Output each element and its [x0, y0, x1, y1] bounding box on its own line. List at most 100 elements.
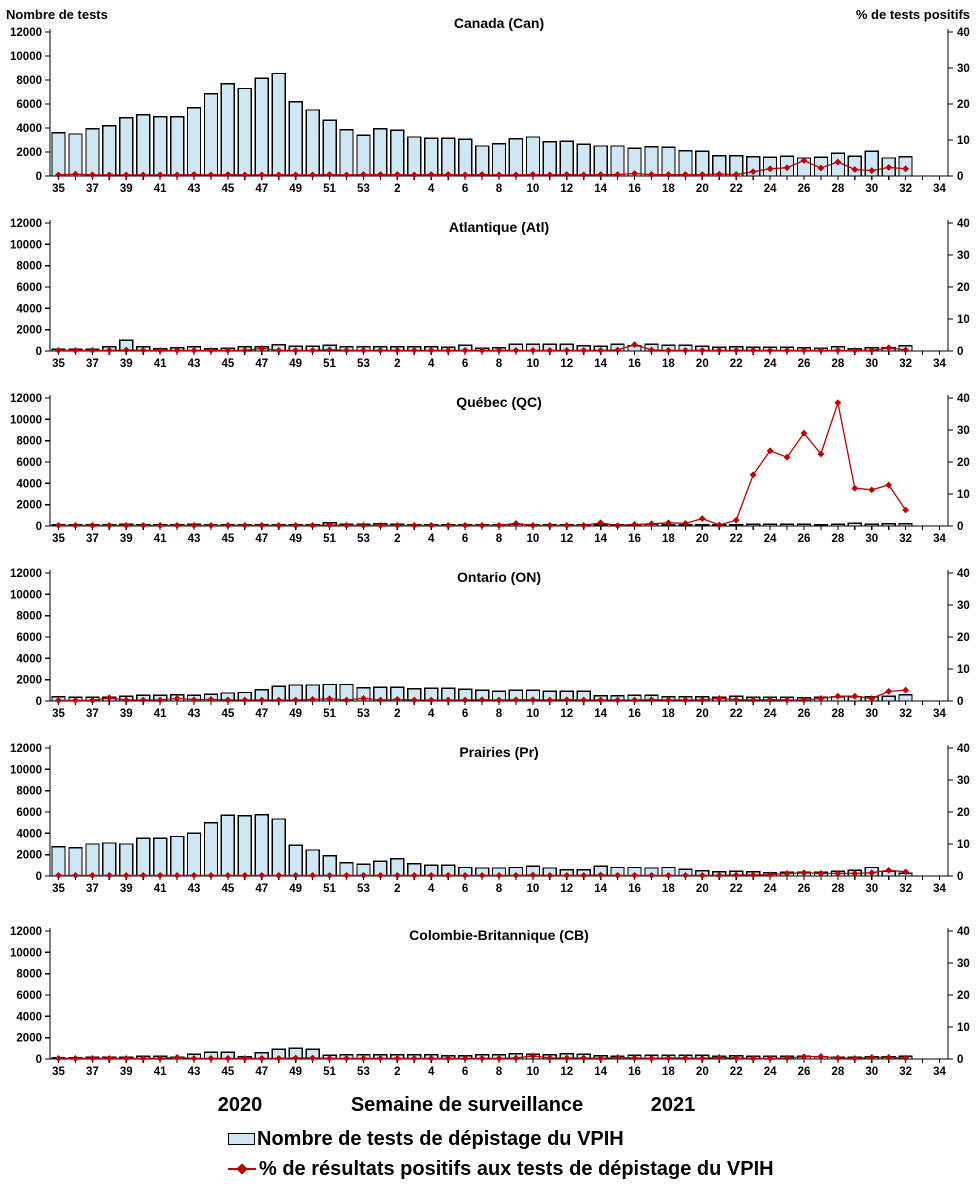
point-marker	[122, 1054, 130, 1062]
x-tick-label: 35	[52, 358, 65, 370]
point-marker	[122, 521, 130, 529]
point-marker	[88, 696, 96, 704]
x-tick-label: 24	[764, 358, 777, 370]
x-tick-label: 30	[865, 533, 878, 545]
point-marker	[55, 696, 62, 704]
point-marker	[292, 171, 300, 179]
point-marker	[749, 471, 757, 479]
bar-swatch-icon	[228, 1133, 255, 1145]
x-tick-label: 45	[222, 1066, 235, 1078]
x-tick-label: 14	[594, 708, 607, 720]
point-marker	[800, 429, 808, 437]
point-marker	[681, 346, 689, 354]
point-marker	[495, 171, 503, 179]
left-tick-label: 4000	[16, 478, 42, 490]
point-marker	[72, 346, 79, 354]
point-marker	[834, 692, 842, 700]
bar	[136, 114, 151, 177]
pct-positive-line	[55, 157, 910, 179]
x-tick-label: 2	[394, 533, 400, 545]
chart-svg: 0 2000 4000 6000 8000 10000 12000 0 10 20 30 40 35 37…	[10, 218, 970, 370]
point-marker	[241, 171, 249, 179]
bar	[542, 141, 557, 177]
point-marker	[698, 171, 706, 178]
point-marker	[783, 870, 791, 877]
bar	[169, 115, 185, 177]
x-tick-label: 14	[594, 533, 607, 545]
point-marker	[715, 695, 723, 702]
x-tick-label: 6	[462, 708, 468, 720]
point-marker	[309, 521, 317, 529]
point-marker	[800, 1053, 808, 1061]
point-marker	[173, 346, 181, 354]
point-marker	[326, 871, 333, 879]
x-tick-label: 47	[255, 883, 268, 895]
point-marker	[546, 346, 554, 354]
point-marker	[665, 696, 672, 704]
point-marker	[885, 866, 893, 874]
point-marker	[648, 520, 655, 528]
x-axis-year-2020: 2020	[217, 1094, 263, 1116]
x-tick-label: 2	[394, 1066, 400, 1078]
left-tick-label: 0	[36, 346, 42, 358]
point-marker	[360, 346, 367, 354]
point-marker	[902, 165, 910, 173]
point-marker	[122, 696, 130, 704]
point-marker	[207, 521, 215, 529]
point-marker	[563, 521, 571, 529]
x-tick-label: 45	[222, 883, 235, 895]
point-marker	[410, 521, 418, 529]
point-marker	[783, 696, 791, 704]
left-tick-label: 2000	[16, 850, 42, 862]
point-marker	[529, 346, 537, 354]
point-marker	[512, 520, 520, 527]
point-marker	[665, 346, 672, 354]
panel-title: Ontario (ON)	[457, 569, 541, 585]
right-tick-label: 40	[957, 393, 970, 405]
right-tick-label: 0	[957, 171, 963, 183]
x-tick-label: 43	[188, 708, 201, 720]
x-tick-label: 51	[323, 1066, 336, 1078]
point-marker	[173, 171, 181, 179]
x-tick-label: 28	[831, 358, 844, 370]
x-tick-label: 34	[933, 183, 946, 195]
x-tick-label: 51	[323, 183, 336, 195]
x-tick-label: 18	[662, 1066, 675, 1078]
point-marker	[546, 871, 554, 879]
bar	[288, 100, 303, 177]
x-tick-label: 34	[933, 708, 946, 720]
point-marker	[563, 171, 571, 178]
x-tick-label: 10	[526, 883, 539, 895]
bar	[169, 835, 185, 877]
point-marker	[597, 871, 605, 879]
x-tick-label: 30	[865, 183, 878, 195]
x-tick-label: 45	[222, 533, 235, 545]
point-marker	[851, 346, 859, 354]
x-tick-label: 30	[865, 1066, 878, 1078]
point-marker	[732, 171, 740, 178]
line-path	[58, 400, 907, 527]
axis-tick-labels: 0 2000 4000 6000 8000 10000 12000 0 10 20 30 40 35 37…	[10, 218, 970, 370]
x-tick-label: 10	[526, 1066, 539, 1078]
bar	[102, 842, 117, 877]
point-marker	[851, 870, 859, 877]
point-marker	[546, 521, 554, 529]
point-marker	[648, 171, 655, 178]
point-marker	[190, 696, 198, 704]
point-marker	[817, 164, 825, 172]
right-tick-label: 0	[957, 696, 963, 708]
left-tick-label: 6000	[16, 990, 42, 1002]
point-marker	[258, 871, 266, 879]
point-marker	[55, 1054, 62, 1062]
point-marker	[156, 521, 164, 529]
x-tick-label: 10	[526, 533, 539, 545]
point-marker	[393, 346, 401, 354]
legend-item-pct-positive-label: % de résultats positifs aux tests de dép…	[259, 1157, 774, 1180]
x-tick-label: 53	[357, 1066, 370, 1078]
right-tick-label: 30	[957, 63, 970, 75]
x-tick-label: 16	[628, 358, 641, 370]
x-tick-label: 41	[154, 533, 167, 545]
point-marker	[105, 171, 113, 179]
x-tick-label: 39	[120, 1066, 133, 1078]
x-tick-label: 8	[496, 533, 503, 545]
